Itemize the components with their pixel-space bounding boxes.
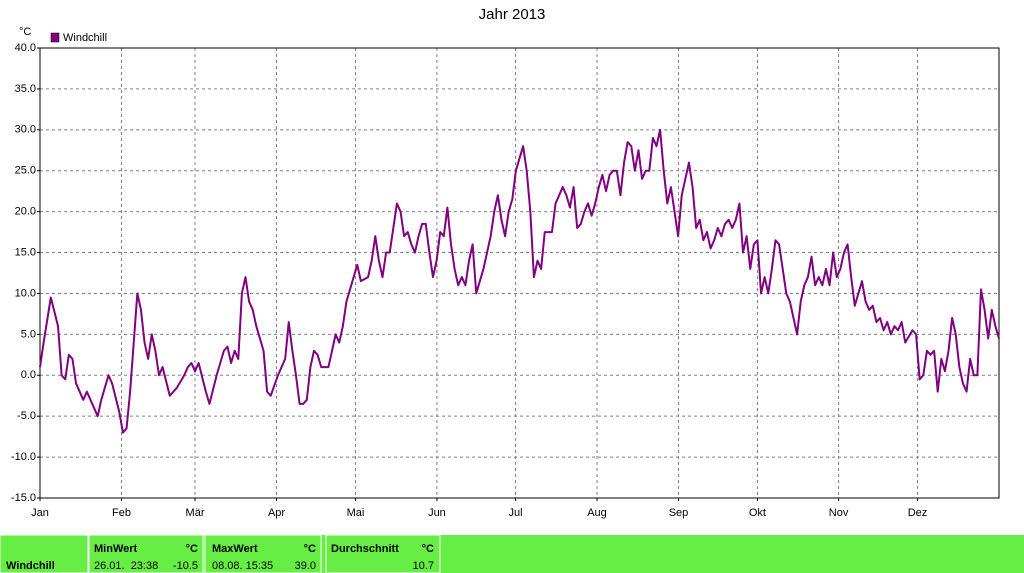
legend-swatch	[50, 32, 60, 43]
chart-title: Jahr 2013	[479, 6, 546, 23]
x-tick-label: Mär	[186, 507, 205, 519]
x-tick-label: Dez	[908, 507, 928, 519]
min-unit: °C	[186, 543, 198, 555]
y-tick-label: -5.0	[17, 410, 36, 422]
x-tick-label: Nov	[829, 507, 849, 519]
y-tick-label: 30.0	[15, 124, 36, 136]
max-header: MaxWert	[212, 543, 258, 555]
y-tick-label: 20.0	[15, 206, 36, 218]
cell	[325, 534, 441, 573]
avg-header: Durchschnitt	[331, 543, 399, 555]
avg-unit: °C	[422, 543, 434, 555]
max-time: 08.08. 15:35	[212, 560, 273, 572]
x-tick-label: Feb	[112, 507, 131, 519]
min-header: MinWert	[94, 543, 138, 555]
row-label: Windchill	[6, 560, 55, 572]
plot-area	[39, 47, 1000, 499]
max-unit: °C	[304, 543, 316, 555]
avg-value: 10.7	[413, 560, 434, 572]
x-tick-label: Apr	[268, 507, 285, 519]
y-tick-label: 15.0	[15, 246, 36, 258]
cell	[204, 534, 322, 573]
y-tick-label: 0.0	[21, 369, 36, 381]
y-tick-label: 10.0	[15, 287, 36, 299]
cell	[0, 534, 89, 573]
y-tick-label: -15.0	[11, 492, 36, 504]
y-axis-unit: °C	[19, 26, 31, 38]
x-tick-label: Okt	[749, 507, 766, 519]
y-tick-label: 40.0	[15, 42, 36, 54]
min-value: -10.5	[173, 560, 198, 572]
x-tick-label: Jan	[31, 507, 49, 519]
max-value: 39.0	[295, 560, 316, 572]
cell	[88, 534, 204, 573]
x-tick-label: Jun	[428, 507, 446, 519]
y-tick-label: 35.0	[15, 83, 36, 95]
legend-label: Windchill	[63, 32, 107, 44]
min-time: 26.01. 23:38	[94, 560, 158, 572]
plot-border	[39, 47, 1000, 499]
x-tick-label: Sep	[669, 507, 689, 519]
x-tick-label: Aug	[587, 507, 607, 519]
x-tick-label: Jul	[509, 507, 523, 519]
y-tick-label: 5.0	[21, 328, 36, 340]
stats-panel: Windchill MinWert °C 26.01. 23:38 -10.5 …	[0, 534, 1024, 573]
series-line	[39, 128, 1000, 434]
x-tick-label: Mai	[347, 507, 365, 519]
y-tick-label: 25.0	[15, 165, 36, 177]
y-tick-label: -10.0	[11, 451, 36, 463]
panel-bg	[0, 535, 1024, 573]
